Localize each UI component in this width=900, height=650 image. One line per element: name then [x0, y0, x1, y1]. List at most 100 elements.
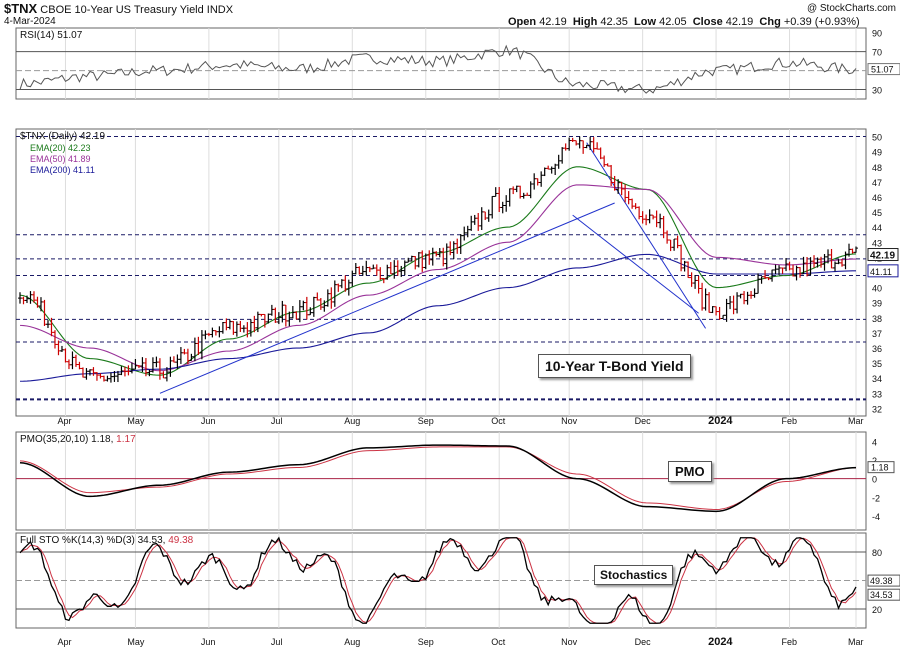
pmo-legend: PMO(35,20,10) 1.18, 1.17 [20, 434, 136, 445]
price-bar [696, 275, 701, 294]
price-bar [241, 325, 246, 333]
price-bar [633, 203, 638, 210]
sto-k-label: 34.53 [870, 590, 893, 600]
price-bar [154, 356, 159, 368]
price-bar [700, 282, 705, 311]
price-bar [203, 330, 208, 340]
sto-legend: Full STO %K(14,3) %D(3) 34.53, 49.38 [20, 535, 193, 546]
x-tick-label: Feb [782, 637, 798, 647]
ema50-legend: EMA(50) 41.89 [30, 154, 91, 164]
price-bar [91, 367, 96, 376]
price-bar [710, 306, 715, 314]
ohlc-readout: Open 42.19 High 42.35 Low 42.05 Close 42… [508, 16, 860, 28]
price-bar [745, 291, 750, 305]
price-bar [535, 178, 540, 186]
price-bar [350, 270, 355, 287]
x-tick-label: Sep [418, 416, 434, 426]
price-bar [210, 327, 215, 338]
chart-header: $TNX CBOE 10-Year US Treasury Yield INDX [4, 1, 233, 16]
price-bar [38, 297, 43, 312]
price-bar [647, 209, 652, 224]
price-bar [766, 277, 771, 281]
price-bar [588, 136, 593, 151]
price-bar [854, 246, 858, 253]
price-bar [476, 212, 481, 231]
price-bar [273, 307, 278, 323]
price-bar [220, 321, 225, 334]
downtrend-line [586, 142, 707, 329]
x-tick-label: Aug [344, 416, 360, 426]
price-bar [308, 307, 313, 316]
price-bar [336, 283, 341, 292]
sto-annotation: Stochastics [594, 565, 674, 585]
chg-label: Chg [759, 16, 781, 28]
price-bar [315, 292, 320, 301]
price-bar [738, 293, 743, 299]
price-tick-label: 36 [872, 344, 882, 354]
x-tick-label: 2024 [708, 415, 733, 427]
x-tick-label: Apr [57, 637, 71, 647]
price-bar [717, 306, 722, 320]
rsi-last-box [867, 63, 900, 76]
price-tick-label: 43 [872, 238, 882, 248]
price-bar [773, 264, 778, 275]
price-bar [469, 215, 474, 231]
price-bar [577, 136, 582, 149]
channel-line [572, 214, 699, 314]
price-tick-label: 37 [872, 329, 882, 339]
price-bar [395, 260, 400, 276]
rsi-tick-label: 30 [872, 86, 882, 96]
rsi-legend: RSI(14) 51.07 [20, 30, 83, 41]
ema200-legend: EMA(200) 41.11 [30, 165, 95, 175]
price-bar [735, 292, 740, 314]
price-tick-label: 40 [872, 284, 882, 294]
high-label: High [572, 16, 598, 28]
price-bar [28, 291, 33, 304]
ema20-legend: EMA(20) 42.23 [30, 143, 91, 153]
price-tick-label: 48 [872, 163, 882, 173]
price-bar [199, 330, 204, 360]
price-bar [430, 247, 435, 266]
price-bar [752, 288, 757, 298]
rsi-tick-label: 70 [872, 48, 882, 58]
price-bar [483, 211, 488, 221]
price-bar [259, 313, 264, 317]
price-bar [514, 185, 519, 193]
price-bar [504, 195, 509, 212]
pmo-signal-line [19, 446, 857, 510]
price-bar [217, 326, 222, 338]
price-bar [668, 239, 673, 252]
price-bar [364, 260, 369, 276]
price-bar [332, 280, 337, 307]
price-bar [567, 137, 572, 151]
close-value: 42.19 [725, 16, 754, 28]
price-tick-label: 47 [872, 178, 882, 188]
price-bar [651, 214, 656, 220]
price-bar [455, 238, 460, 254]
price-bar [21, 296, 26, 305]
price-bar [360, 265, 365, 276]
pmo-last-label: 1.18 [871, 463, 889, 473]
price-tick-label: 35 [872, 359, 882, 369]
price-last-label: 42.19 [870, 251, 895, 262]
price-bar [80, 367, 85, 378]
price-bar [532, 173, 537, 190]
symbol: $TNX [4, 1, 38, 16]
price-bar [213, 330, 218, 336]
price-bar [59, 345, 64, 352]
price-bar [640, 211, 645, 224]
price-bar [780, 267, 785, 274]
price-bar [339, 279, 344, 289]
price-bar [689, 272, 694, 287]
price-tick-label: 32 [872, 404, 882, 414]
price-bar [472, 214, 477, 225]
price-bar [374, 264, 379, 276]
price-bar [812, 255, 817, 268]
x-tick-label: May [127, 416, 145, 426]
price-bar [185, 348, 190, 365]
price-bar [381, 278, 386, 284]
price-bar [630, 198, 635, 209]
price-bar [465, 225, 470, 238]
price-bar [528, 181, 533, 199]
price-tick-label: 49 [872, 148, 882, 158]
